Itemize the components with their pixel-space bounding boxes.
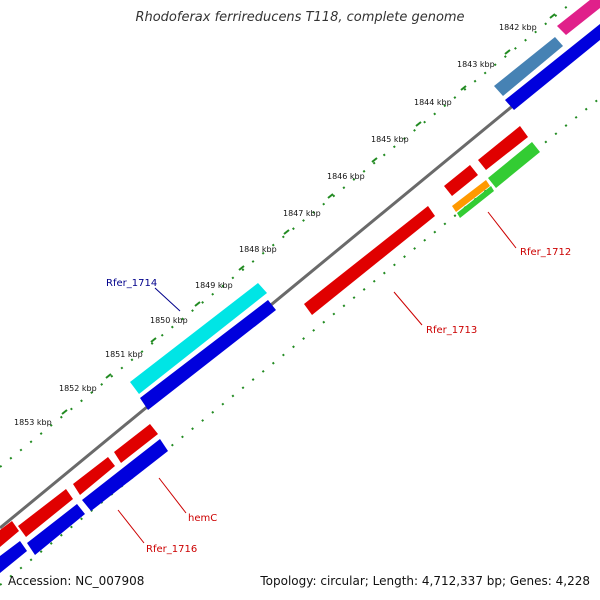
kbp-label: 1846 kbp [327,172,365,181]
gene-red-outer [73,457,115,495]
gene-label-rfer1714: Rfer_1714 [106,278,157,289]
gene-orange [452,180,490,212]
gene-rfer1712-red [444,165,478,196]
cds-reverse [82,439,168,511]
gene-label-hemc: hemC [188,513,217,524]
gene-label-rfer1713: Rfer_1713 [426,325,477,336]
kbp-label: 1845 kbp [371,135,409,144]
gene-magenta [557,0,600,35]
kbp-label: 1844 kbp [414,98,452,107]
kbp-labels: 1842 kbp 1843 kbp 1844 kbp 1845 kbp 1846… [14,23,537,427]
gene-red-outer [0,521,19,547]
accession-text: Accession: NC_007908 [8,574,145,588]
genome-summary-text: Topology: circular; Length: 4,712,337 bp… [260,574,590,588]
cds-reverse [505,24,600,110]
kbp-label: 1848 kbp [239,245,277,254]
gene-rfer1714-highlight [130,283,267,394]
kbp-label: 1853 kbp [14,418,52,427]
kbp-label: 1851 kbp [105,350,143,359]
cds-reverse [27,504,85,555]
gene-red-inner [478,126,528,170]
outer-tick-track [0,0,576,468]
gene-rfer1713 [304,206,435,315]
map-title: Rhodoferax ferrireducens T118, complete … [135,10,465,25]
gene-steelblue [494,37,563,96]
kbp-label: 1842 kbp [499,23,537,32]
kbp-label: 1849 kbp [195,281,233,290]
cds-reverse [140,300,276,410]
kbp-label: 1852 kbp [59,384,97,393]
cds-reverse [0,541,27,573]
gene-label-rfer1716: Rfer_1716 [146,544,197,555]
outer-major-ticks [61,13,556,415]
gene-red-outer [18,489,73,537]
kbp-label: 1850 kbp [150,316,188,325]
gene-green [488,142,540,188]
gene-green [457,186,494,218]
kbp-label: 1843 kbp [457,60,495,69]
gene-red-outer [114,424,158,463]
gene-label-rfer1712: Rfer_1712 [520,247,571,258]
leader-lines [117,211,517,544]
gene-labels: Rfer_1714 Rfer_1712 Rfer_1713 hemC Rfer_… [106,247,571,555]
reverse-cds-track [0,24,600,573]
outer-feature-track [0,0,600,547]
inner-feature-track [304,126,540,315]
kbp-label: 1847 kbp [283,209,321,218]
genome-backbone [0,32,600,530]
